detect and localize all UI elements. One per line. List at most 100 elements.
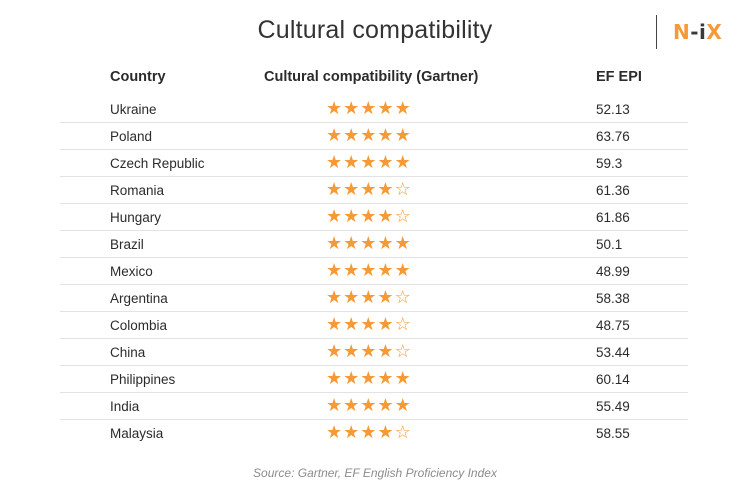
epi-cell: 61.36 — [596, 183, 630, 198]
star-filled-icon: ★ — [360, 233, 378, 254]
epi-cell: 60.14 — [596, 372, 630, 387]
star-filled-icon: ★ — [326, 233, 344, 254]
star-filled-icon: ★ — [360, 341, 378, 362]
country-cell: Mexico — [110, 264, 153, 279]
star-empty-icon: ☆ — [394, 422, 412, 443]
star-filled-icon: ★ — [394, 125, 412, 146]
star-filled-icon: ★ — [326, 314, 344, 335]
star-filled-icon: ★ — [360, 368, 378, 389]
star-filled-icon: ★ — [343, 125, 361, 146]
star-filled-icon: ★ — [343, 233, 361, 254]
star-filled-icon: ★ — [360, 422, 378, 443]
star-rating: ★★★★★ — [326, 258, 412, 284]
star-filled-icon: ★ — [343, 422, 361, 443]
star-filled-icon: ★ — [326, 98, 344, 119]
star-filled-icon: ★ — [377, 125, 395, 146]
star-filled-icon: ★ — [377, 314, 395, 335]
star-empty-icon: ☆ — [394, 206, 412, 227]
source-note: Source: Gartner, EF English Proficiency … — [253, 466, 497, 480]
star-filled-icon: ★ — [326, 287, 344, 308]
star-filled-icon: ★ — [360, 287, 378, 308]
header-country: Country — [110, 69, 166, 85]
star-filled-icon: ★ — [343, 152, 361, 173]
star-filled-icon: ★ — [394, 395, 412, 416]
table-row: Malaysia ★★★★☆ 58.55 — [60, 420, 688, 447]
star-filled-icon: ★ — [326, 341, 344, 362]
table-header-row: Country Cultural compatibility (Gartner)… — [60, 62, 688, 96]
star-filled-icon: ★ — [377, 179, 395, 200]
table-body: Ukraine ★★★★★ 52.13 Poland ★★★★★ 63.76 Czech R… — [60, 96, 688, 447]
country-cell: Colombia — [110, 318, 168, 333]
star-filled-icon: ★ — [326, 125, 344, 146]
star-empty-icon: ☆ — [394, 179, 412, 200]
star-filled-icon: ★ — [360, 206, 378, 227]
star-rating: ★★★★★ — [326, 366, 412, 392]
epi-cell: 58.38 — [596, 291, 630, 306]
star-rating: ★★★★☆ — [326, 177, 412, 203]
brand-logo-text: N-iX — [673, 15, 722, 49]
table-row: Brazil ★★★★★ 50.1 — [60, 231, 688, 258]
country-cell: China — [110, 345, 146, 360]
star-filled-icon: ★ — [377, 395, 395, 416]
star-filled-icon: ★ — [360, 179, 378, 200]
star-filled-icon: ★ — [377, 341, 395, 362]
brand-logo: N-iX — [656, 15, 722, 49]
star-filled-icon: ★ — [377, 98, 395, 119]
star-rating: ★★★★★ — [326, 231, 412, 257]
star-rating: ★★★★☆ — [326, 204, 412, 230]
star-filled-icon: ★ — [326, 368, 344, 389]
star-filled-icon: ★ — [343, 206, 361, 227]
table-row: Philippines ★★★★★ 60.14 — [60, 366, 688, 393]
star-filled-icon: ★ — [360, 125, 378, 146]
country-cell: Brazil — [110, 237, 144, 252]
star-filled-icon: ★ — [343, 341, 361, 362]
star-filled-icon: ★ — [343, 395, 361, 416]
star-filled-icon: ★ — [377, 368, 395, 389]
epi-cell: 50.1 — [596, 237, 623, 252]
country-cell: Poland — [110, 129, 153, 144]
star-empty-icon: ☆ — [394, 314, 412, 335]
star-filled-icon: ★ — [343, 98, 361, 119]
epi-cell: 55.49 — [596, 399, 630, 414]
table-row: Argentina ★★★★☆ 58.38 — [60, 285, 688, 312]
star-rating: ★★★★★ — [326, 123, 412, 149]
table-row: Colombia ★★★★☆ 48.75 — [60, 312, 688, 339]
star-filled-icon: ★ — [326, 395, 344, 416]
country-cell: Argentina — [110, 291, 168, 306]
epi-cell: 58.55 — [596, 426, 630, 441]
country-cell: Malaysia — [110, 426, 164, 441]
brand-divider — [656, 15, 657, 49]
star-rating: ★★★★★ — [326, 96, 412, 122]
star-filled-icon: ★ — [343, 314, 361, 335]
star-filled-icon: ★ — [343, 179, 361, 200]
header-compatibility: Cultural compatibility (Gartner) — [264, 69, 479, 85]
country-cell: Czech Republic — [110, 156, 205, 171]
star-filled-icon: ★ — [326, 152, 344, 173]
epi-cell: 53.44 — [596, 345, 630, 360]
country-cell: Ukraine — [110, 102, 157, 117]
star-filled-icon: ★ — [326, 422, 344, 443]
table-row: Romania ★★★★☆ 61.36 — [60, 177, 688, 204]
country-cell: Philippines — [110, 372, 176, 387]
star-filled-icon: ★ — [360, 152, 378, 173]
star-filled-icon: ★ — [343, 260, 361, 281]
country-cell: India — [110, 399, 140, 414]
star-empty-icon: ☆ — [394, 287, 412, 308]
star-filled-icon: ★ — [394, 152, 412, 173]
star-filled-icon: ★ — [394, 233, 412, 254]
table-row: Mexico ★★★★★ 48.99 — [60, 258, 688, 285]
table-row: Czech Republic ★★★★★ 59.3 — [60, 150, 688, 177]
star-filled-icon: ★ — [360, 98, 378, 119]
epi-cell: 61.86 — [596, 210, 630, 225]
epi-cell: 52.13 — [596, 102, 630, 117]
page-title: Cultural compatibility — [257, 16, 493, 44]
star-filled-icon: ★ — [394, 260, 412, 281]
star-filled-icon: ★ — [360, 314, 378, 335]
star-empty-icon: ☆ — [394, 341, 412, 362]
star-filled-icon: ★ — [377, 260, 395, 281]
epi-cell: 59.3 — [596, 156, 623, 171]
star-rating: ★★★★☆ — [326, 339, 412, 365]
star-filled-icon: ★ — [343, 287, 361, 308]
star-rating: ★★★★★ — [326, 150, 412, 176]
brand-logo-n: N — [673, 20, 691, 44]
